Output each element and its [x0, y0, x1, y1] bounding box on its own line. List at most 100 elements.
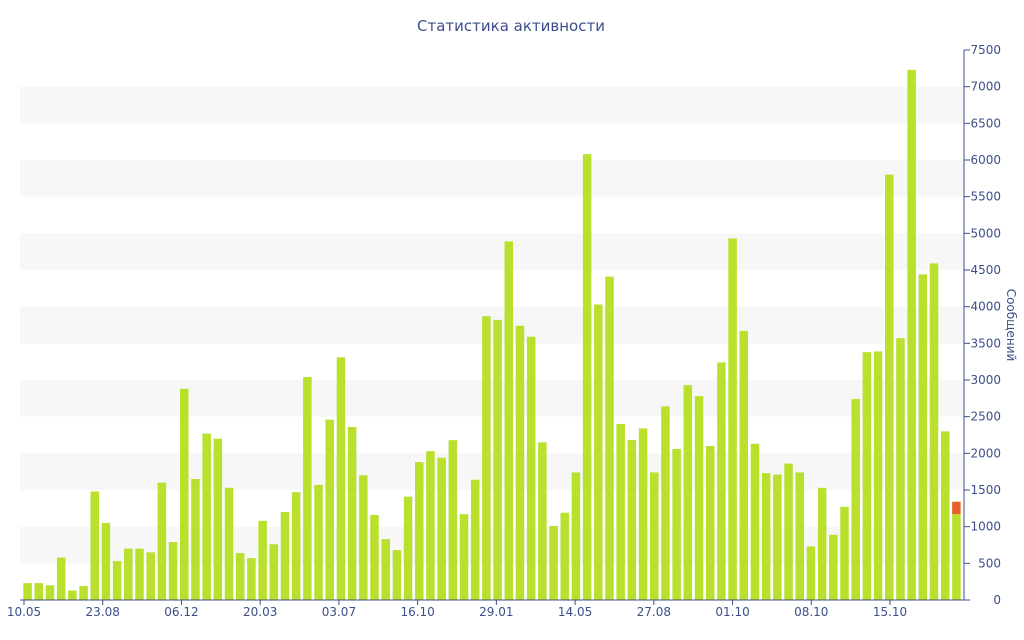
bar [526, 336, 536, 600]
bar [504, 241, 514, 600]
x-tick-label: 16.10 [400, 605, 434, 619]
bar [124, 548, 133, 600]
bar [202, 433, 211, 600]
x-tick-label: 03.07 [322, 605, 356, 619]
y-tick-label: 2000 [970, 446, 1001, 460]
y-tick-label: 500 [978, 556, 1001, 570]
bar [672, 448, 681, 600]
bar [817, 487, 827, 600]
y-tick-label: 3500 [970, 336, 1001, 350]
bar [873, 351, 883, 600]
bar [896, 338, 905, 600]
bar [605, 276, 614, 600]
bar [885, 174, 894, 601]
bar [571, 472, 581, 600]
y-tick-label: 1000 [970, 520, 1001, 534]
bar [213, 438, 223, 600]
bar [314, 484, 323, 600]
bar [929, 263, 939, 600]
x-tick-label: 14.05 [558, 605, 592, 619]
bar [157, 482, 167, 600]
bar [616, 424, 625, 600]
x-tick-label: 20.03 [243, 605, 277, 619]
grid-band [20, 380, 964, 417]
bar [90, 491, 99, 600]
grid-band [20, 160, 964, 197]
y-tick-label: 7000 [970, 80, 1001, 94]
bar [683, 385, 693, 600]
bar [638, 428, 648, 600]
y-tick-label: 3000 [970, 373, 1001, 387]
bar [146, 552, 155, 600]
bar [426, 451, 435, 600]
bar [392, 550, 402, 600]
bar [661, 406, 670, 600]
x-axis-ticks: 10.05 23.08 06.12 20.03 03.07 16.10 29.01 14.05… [7, 600, 907, 619]
bar [717, 362, 726, 600]
bar [650, 472, 659, 600]
grid-band [20, 453, 964, 490]
bar [79, 586, 88, 600]
bar [235, 553, 245, 600]
bar [627, 440, 637, 600]
bar [381, 539, 390, 600]
bar [168, 542, 178, 600]
y-tick-label: 2500 [970, 410, 1001, 424]
bars-layer [23, 69, 961, 601]
bar [370, 514, 379, 600]
bar [594, 304, 603, 600]
bar-highlight [952, 501, 961, 515]
bar [470, 479, 480, 600]
bar [437, 457, 446, 600]
y-axis-title: Сообщений [1004, 289, 1018, 362]
bar [347, 426, 357, 600]
x-tick-label: 15.10 [873, 605, 907, 619]
x-tick-label: 10.05 [7, 605, 41, 619]
bar [359, 475, 368, 600]
bar [907, 69, 916, 601]
bar [325, 419, 334, 600]
bar [940, 431, 950, 600]
bar [739, 330, 749, 600]
chart-title: Статистика активности [417, 17, 605, 35]
bar [728, 238, 737, 600]
bar [45, 585, 55, 600]
bar [303, 377, 312, 600]
y-tick-label: 5000 [970, 226, 1001, 240]
bar [269, 544, 279, 600]
bar [918, 274, 928, 600]
bar [851, 399, 860, 600]
bar [549, 525, 558, 600]
bar [101, 523, 111, 600]
bar [68, 590, 77, 600]
x-tick-label: 08.10 [794, 605, 828, 619]
bar [829, 534, 838, 600]
bar [459, 514, 469, 600]
y-axis-ticks: 0 500 1000 1500 2000 2500 3000 3500 4000 4500 5000… [964, 43, 1001, 607]
bar [795, 472, 804, 600]
x-tick-label: 23.08 [86, 605, 120, 619]
bar [694, 396, 704, 600]
bar [415, 462, 424, 600]
grid-bands [20, 86, 964, 564]
y-tick-label: 1500 [970, 483, 1001, 497]
bar [224, 487, 234, 600]
bar [761, 473, 771, 600]
bar [515, 325, 525, 600]
bar [482, 316, 491, 600]
bar [560, 512, 569, 600]
x-tick-label: 27.08 [637, 605, 671, 619]
x-tick-label: 29.01 [479, 605, 513, 619]
bar [280, 512, 290, 600]
bar [773, 474, 782, 600]
bar [191, 479, 200, 600]
bar [538, 442, 547, 600]
y-tick-label: 6000 [970, 153, 1001, 167]
bar [806, 546, 816, 600]
bar [448, 440, 458, 600]
bar [403, 496, 413, 600]
bar [180, 388, 189, 600]
grid-band [20, 306, 964, 344]
y-tick-label: 4500 [970, 263, 1001, 277]
